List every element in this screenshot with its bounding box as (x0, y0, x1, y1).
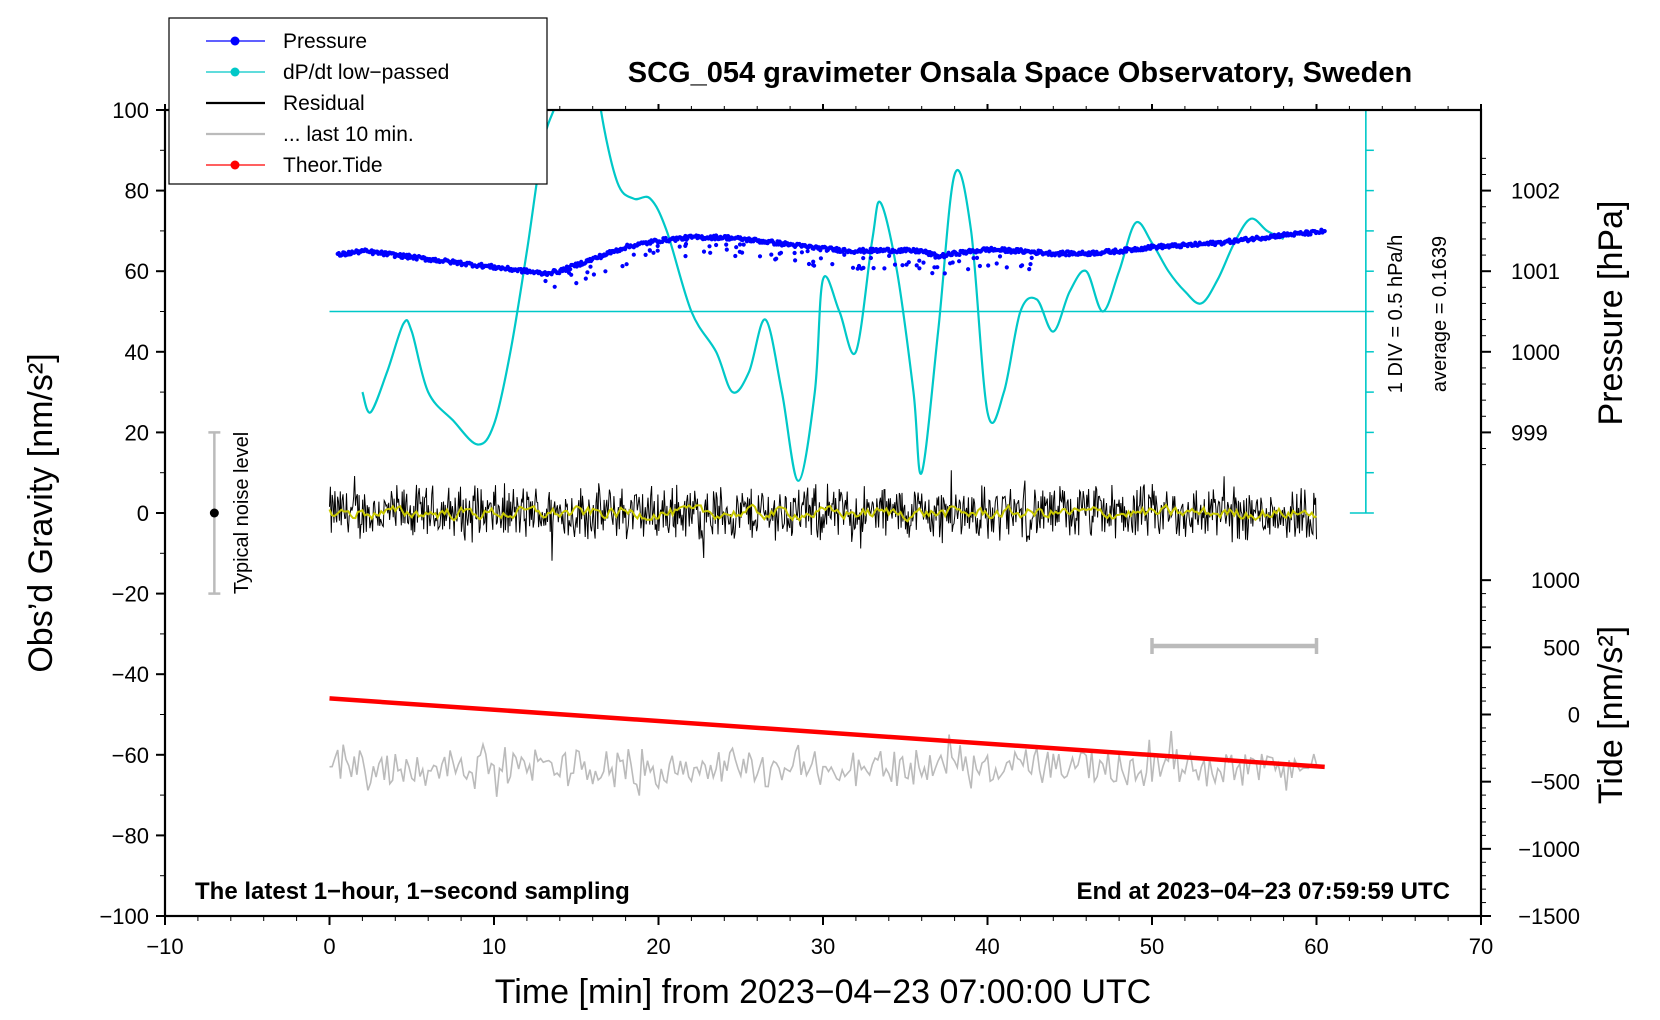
noise-bar-center-dot (209, 508, 219, 518)
dpdt-scale-label: 1 DIV = 0.5 hPa/h (1385, 235, 1407, 393)
tide-tick-label: −500 (1530, 770, 1580, 795)
legend-label: Residual (283, 92, 365, 115)
x-tick-label: 60 (1304, 934, 1328, 959)
tide-tick-label: 500 (1543, 635, 1580, 660)
y-axis-title-left: Obs’d Gravity [nm/s²] (22, 353, 60, 672)
chart-title: SCG_054 gravimeter Onsala Space Observat… (628, 57, 1412, 89)
legend: Pressure dP/dt low−passed Residual ... last… (168, 17, 548, 185)
legend-label: Theor.Tide (283, 154, 383, 177)
pressure-tick-label: 1000 (1511, 340, 1560, 365)
pressure-tick-label: 999 (1511, 420, 1548, 445)
y-tick-label: 60 (125, 259, 149, 284)
y-tick-label: 100 (112, 98, 149, 123)
y-tick-label: 20 (125, 420, 149, 445)
legend-label: Pressure (283, 30, 367, 53)
y-tick-label: −20 (112, 582, 149, 607)
legend-swatch-dot (230, 67, 240, 77)
legend-swatch-dot (230, 160, 240, 170)
x-tick-label: 50 (1140, 934, 1164, 959)
legend-label: ... last 10 min. (283, 123, 414, 146)
residual-lowpass-line (328, 503, 1317, 523)
dpdt-average-label: average = 0.1639 (1429, 236, 1451, 392)
info-left: The latest 1−hour, 1−second sampling (195, 878, 630, 905)
tide-tick-label: 1000 (1531, 568, 1580, 593)
y-tick-label: 80 (125, 179, 149, 204)
x-tick-label: 0 (323, 934, 335, 959)
y-tick-label: −40 (112, 662, 149, 687)
x-tick-label: 70 (1469, 934, 1493, 959)
pressure-dots (335, 227, 1327, 289)
x-tick-label: 10 (482, 934, 506, 959)
info-right: End at 2023−04−23 07:59:59 UTC (1076, 878, 1450, 905)
pressure-tick-label: 1001 (1511, 259, 1560, 284)
tide-tick-label: −1500 (1518, 904, 1580, 929)
x-axis-title: Time [min] from 2023−04−23 07:00:00 UTC (495, 973, 1151, 1011)
tide-tick-label: 0 (1568, 703, 1580, 728)
y-axis-title-pressure: Pressure [hPa] (1592, 201, 1630, 426)
legend-items: Pressure dP/dt low−passed Residual ... last… (206, 30, 449, 177)
x-tick-label: 30 (811, 934, 835, 959)
pressure-series (335, 227, 1327, 289)
residual-series (328, 470, 1318, 797)
dpdt-series (329, 110, 1366, 482)
y-tick-label: 0 (137, 501, 149, 526)
legend-swatch-dot (230, 36, 240, 46)
pressure-tick-label: 1002 (1511, 179, 1560, 204)
y-tick-label: 40 (125, 340, 149, 365)
tide-line (329, 696, 1325, 770)
legend-box (168, 17, 548, 185)
x-tick-label: 20 (646, 934, 670, 959)
tide-series (329, 696, 1325, 770)
dpdt-line (361, 110, 1285, 482)
y-axis-title-tide: Tide [nm/s²] (1592, 626, 1630, 804)
tide-tick-label: −1000 (1518, 837, 1580, 862)
noise-level-label: Typical noise level (231, 432, 253, 594)
x-tick-label: −10 (146, 934, 183, 959)
legend-label: dP/dt low−passed (283, 61, 449, 84)
y-tick-label: −60 (112, 743, 149, 768)
last-10-min-line (329, 730, 1318, 797)
residual-line (329, 470, 1317, 561)
y-tick-label: −80 (112, 823, 149, 848)
axes: −10 0 10 20 30 40 50 60 70100806040200−20−40−60−… (99, 98, 1580, 959)
x-tick-label: 40 (975, 934, 999, 959)
y-tick-label: −100 (99, 904, 149, 929)
